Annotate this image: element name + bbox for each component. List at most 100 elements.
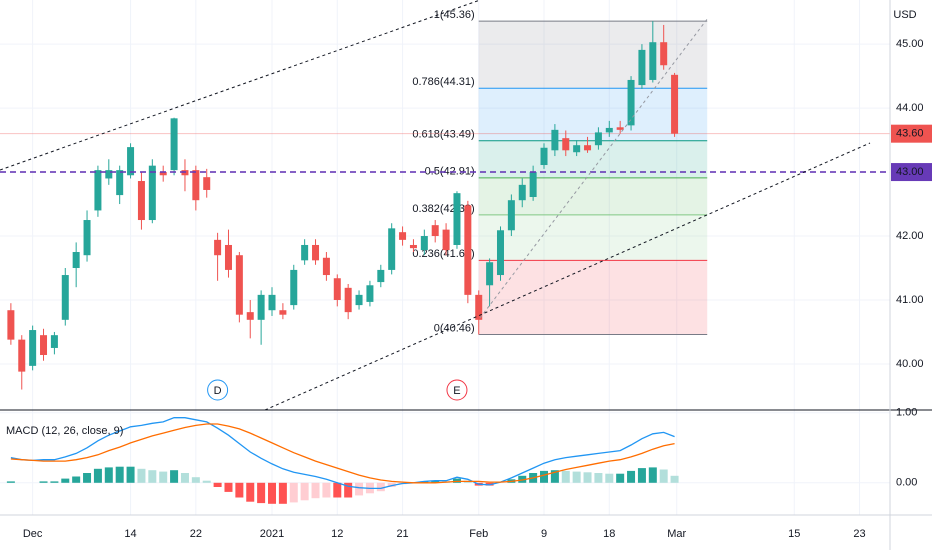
candle-body	[333, 278, 341, 300]
candle-body	[355, 294, 363, 306]
candle-body	[246, 312, 254, 320]
x-tick-label: Dec	[23, 528, 43, 540]
histogram-bar	[637, 468, 646, 483]
histogram-bar	[485, 482, 494, 486]
candle-body	[235, 255, 243, 315]
candle-body	[116, 170, 124, 196]
candle-body	[594, 132, 602, 146]
fib-label: 0.236(41.62)	[412, 248, 474, 260]
fib-label: 1(45.36)	[434, 9, 475, 21]
fib-trend	[479, 17, 709, 319]
x-tick-label: 2021	[260, 528, 284, 540]
hline-label: 43.00	[896, 166, 924, 178]
last-price-label: 43.60	[896, 128, 924, 140]
candle-body	[377, 269, 385, 283]
candle-body	[496, 230, 504, 276]
histogram-bar	[126, 466, 135, 483]
histogram-bar	[616, 473, 625, 483]
histogram-bar	[420, 481, 429, 483]
histogram-bar	[376, 482, 385, 492]
candle-body	[475, 294, 483, 320]
candle-body	[61, 275, 69, 320]
candle-body	[29, 330, 37, 366]
histogram-bar	[39, 481, 48, 483]
candle-body	[409, 244, 417, 249]
histogram-bar	[344, 482, 353, 498]
plot: 45.00 44.00 42.00 41.00 40.00 Dec 14 22 2021 12 21…	[0, 9, 932, 540]
histogram-bar	[93, 468, 102, 483]
x-tick-label: 18	[603, 528, 615, 540]
candle-body	[224, 244, 232, 270]
histogram-bar	[627, 470, 636, 483]
candle-body	[312, 244, 320, 261]
candle-body	[192, 170, 200, 201]
x-tick-label: 21	[396, 528, 408, 540]
fib-label: 0.5(42.91)	[425, 166, 475, 178]
candle-body	[464, 205, 472, 295]
candle-body	[660, 42, 668, 66]
candle-body	[290, 269, 298, 306]
candle-body	[486, 262, 494, 286]
histogram-bar	[431, 480, 440, 483]
candle-body	[7, 310, 15, 340]
candle-body	[627, 79, 635, 126]
candle-body	[671, 74, 679, 134]
histogram-bar	[180, 473, 189, 483]
candle-body	[518, 184, 526, 201]
candle-body	[562, 138, 570, 151]
histogram-bar	[61, 478, 70, 483]
candle-body	[148, 165, 156, 221]
histogram-bar	[355, 482, 364, 496]
macd-line	[10, 423, 675, 484]
y-tick-label: 42.00	[896, 230, 924, 242]
event-marker	[446, 379, 468, 401]
candle-body	[18, 339, 26, 372]
event-marker	[207, 379, 229, 401]
histogram-bar	[224, 482, 233, 492]
candle-body	[399, 232, 407, 240]
candle-body	[105, 170, 113, 179]
histogram-bar	[6, 481, 15, 483]
candle-body	[203, 177, 211, 190]
candle-body	[170, 118, 178, 171]
x-tick-label: 15	[788, 528, 800, 540]
candle-body	[529, 172, 537, 198]
candle-body	[388, 228, 396, 270]
histogram-bar	[289, 482, 298, 503]
histogram-bar	[540, 470, 549, 483]
candle-body	[573, 145, 581, 153]
x-tick-label: 12	[331, 528, 343, 540]
candle-body	[649, 42, 657, 80]
histogram-bar	[148, 470, 157, 483]
candle-body	[301, 244, 309, 261]
currency: USD	[893, 9, 916, 21]
histogram-bar	[235, 482, 244, 498]
y-tick-label: 45.00	[896, 38, 924, 50]
histogram-bar	[572, 471, 581, 483]
fib-label: 0.618(43.49)	[412, 129, 474, 141]
histogram-bar	[322, 482, 331, 498]
candle-body	[616, 127, 624, 130]
y-tick-label: 1.00	[896, 407, 917, 419]
candle-body	[159, 172, 167, 176]
event-marker-label: D	[214, 385, 222, 397]
macd-title: MACD (12, 26, close, 9)	[6, 425, 123, 437]
candle-body	[137, 181, 145, 221]
candle-body	[442, 229, 450, 251]
histogram-bar	[333, 482, 342, 498]
candle-body	[257, 294, 265, 320]
candle-body	[605, 127, 613, 133]
histogram-bar	[170, 470, 179, 483]
histogram-bar	[452, 478, 461, 483]
fib-band	[478, 260, 708, 335]
y-tick-label: 44.00	[896, 102, 924, 114]
x-tick-label: Feb	[469, 528, 488, 540]
macd-line	[10, 417, 675, 490]
candle-body	[214, 239, 222, 256]
histogram-bar	[561, 470, 570, 483]
candle-body	[344, 287, 352, 313]
candle-body	[83, 220, 91, 256]
fib-band	[478, 214, 708, 261]
histogram-bar	[648, 467, 657, 483]
